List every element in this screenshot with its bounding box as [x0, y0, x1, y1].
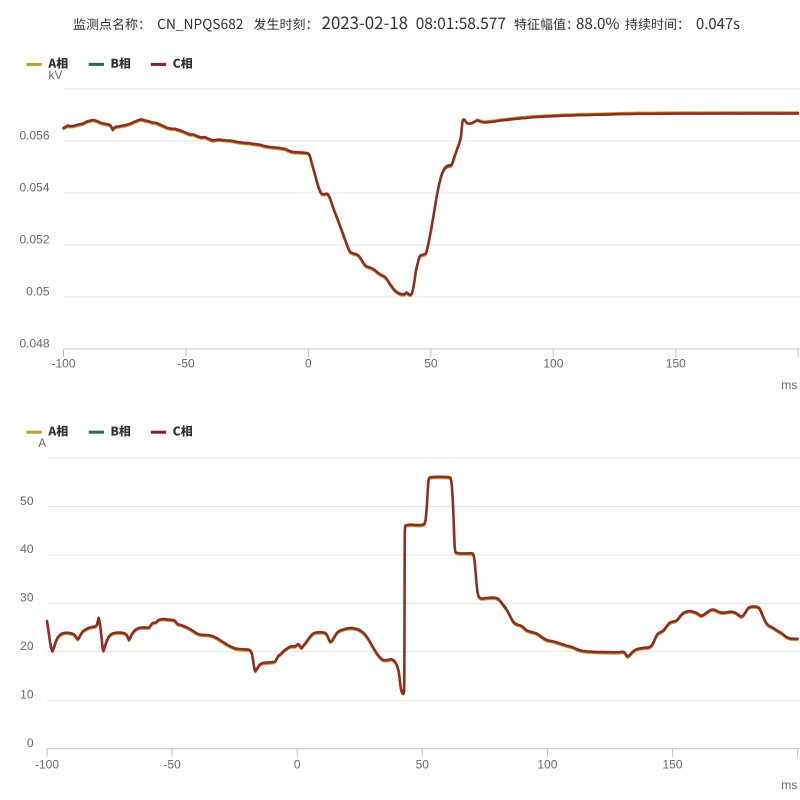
svg-text:0.054: 0.054: [19, 180, 49, 194]
svg-text:100: 100: [543, 357, 563, 371]
svg-text:0.056: 0.056: [19, 128, 49, 142]
svg-text:50: 50: [20, 494, 34, 508]
svg-text:-100: -100: [51, 357, 75, 371]
svg-text:0.052: 0.052: [19, 232, 49, 246]
svg-text:0: 0: [305, 357, 312, 371]
svg-text:10: 10: [20, 688, 34, 702]
svg-text:-50: -50: [177, 357, 195, 371]
svg-text:20: 20: [20, 639, 34, 653]
svg-text:150: 150: [666, 357, 686, 371]
svg-text:0.048: 0.048: [19, 336, 49, 350]
svg-text:150: 150: [662, 758, 682, 772]
svg-text:kV: kV: [48, 68, 62, 82]
svg-text:0: 0: [294, 758, 301, 772]
svg-text:50: 50: [416, 758, 430, 772]
svg-text:A: A: [38, 436, 46, 450]
svg-text:40: 40: [20, 542, 34, 556]
svg-text:ms: ms: [781, 378, 797, 392]
svg-text:100: 100: [537, 758, 557, 772]
svg-text:0.05: 0.05: [26, 284, 50, 298]
svg-text:-50: -50: [163, 758, 181, 772]
svg-text:-100: -100: [35, 758, 59, 772]
svg-text:0: 0: [27, 736, 34, 750]
svg-text:30: 30: [20, 591, 34, 605]
svg-text:50: 50: [424, 357, 438, 371]
svg-text:ms: ms: [781, 778, 797, 792]
